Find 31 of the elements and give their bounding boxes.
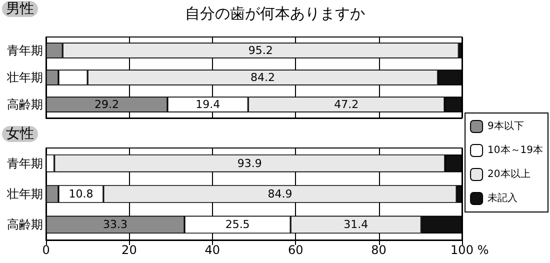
x-tick-label: 60: [288, 243, 304, 257]
data-label: 29.2: [94, 98, 119, 111]
y-tick-label: 壮年期: [6, 70, 43, 84]
data-label: 84.2: [250, 71, 275, 84]
legend-label: 未記入: [488, 192, 518, 204]
x-tick-label: 100: [450, 243, 474, 257]
data-label: 84.9: [268, 188, 292, 200]
data-label: 93.9: [237, 156, 262, 170]
legend-label: 10本～19本: [488, 144, 544, 156]
legend-label: 20本以上: [488, 168, 530, 180]
legend-label: 9本以下: [488, 120, 524, 132]
data-label: 47.2: [334, 98, 359, 111]
chart-subtitle: 女性: [6, 126, 34, 142]
y-tick-label: 高齢期: [7, 218, 43, 232]
y-tick-label: 壮年期: [6, 187, 43, 201]
chart-title: 自分の歯が何本ありますか: [185, 4, 365, 22]
x-axis-title: %: [477, 243, 489, 257]
data-label: 31.4: [344, 218, 368, 232]
data-label: 19.4: [196, 98, 220, 111]
y-tick-label: 高齢期: [7, 98, 43, 112]
y-tick-label: 青年期: [7, 156, 43, 170]
x-tick-label: 80: [371, 243, 386, 257]
y-tick-label: 青年期: [7, 44, 43, 58]
data-label: 95.2: [248, 44, 273, 57]
chart-subtitle: 男性: [6, 1, 34, 17]
x-tick-label: 0: [42, 243, 50, 257]
data-label: 33.3: [103, 218, 128, 232]
data-label: 25.5: [225, 218, 250, 232]
data-label: 10.8: [68, 188, 94, 200]
x-tick-label: 20: [122, 243, 137, 257]
x-tick-label: 40: [204, 243, 220, 257]
